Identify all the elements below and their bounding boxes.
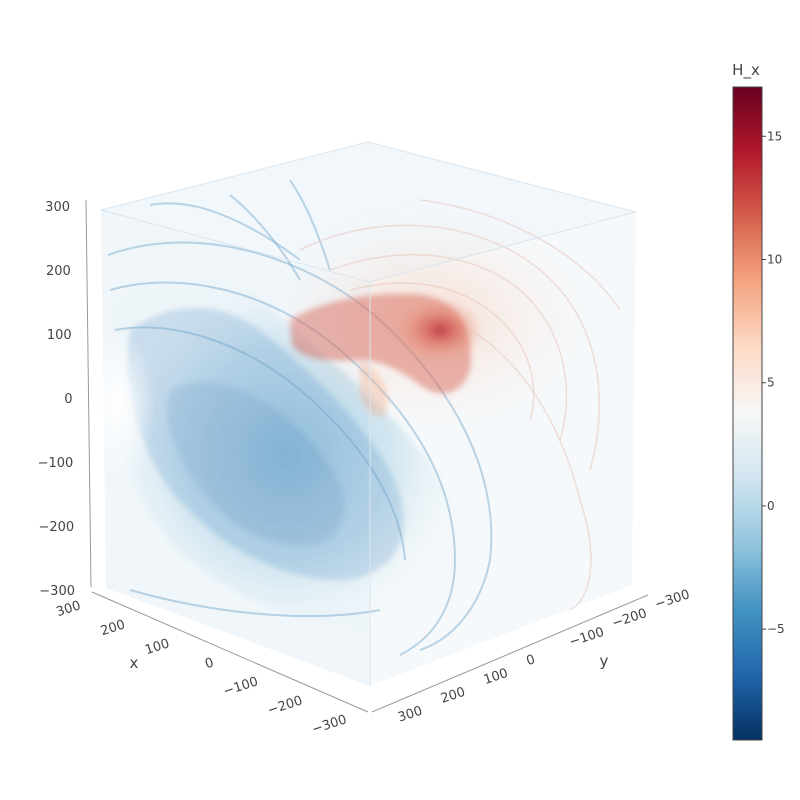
z-tick-label: 300 (45, 200, 70, 215)
colorbar-tick-label: −5 (767, 622, 785, 636)
z-tick-label: 100 (47, 328, 72, 343)
y-tick-label: −100 (567, 625, 606, 650)
cube-edges (100, 141, 637, 686)
colorbar-tick-label: 15 (767, 129, 782, 143)
y-tick-label: 200 (439, 685, 467, 707)
negative-lobe (110, 275, 463, 632)
x-tick-label: 100 (143, 636, 171, 658)
x-tick-label: 0 (203, 655, 216, 672)
z-tick-label: −200 (38, 520, 74, 535)
x-axis-line (91, 591, 369, 713)
y-tick-label: 300 (396, 704, 424, 726)
y-tick-label: 100 (482, 666, 510, 688)
x-tick-label: 200 (99, 617, 127, 639)
positive-lobe (270, 210, 590, 430)
z-tick-label: 200 (46, 264, 71, 279)
y-tick-label: −300 (653, 587, 692, 612)
z-tick-label: 0 (64, 392, 72, 407)
y-tick-label: 0 (525, 652, 538, 669)
z-tick-label: −300 (39, 584, 75, 599)
z-axis-line (85, 199, 92, 588)
x-axis-title: x (130, 654, 139, 672)
white-region (80, 330, 156, 480)
x-tick-label: −100 (222, 674, 261, 699)
colorbar-tick-label: 10 (767, 252, 782, 266)
x-tick-label: 300 (55, 598, 83, 620)
colorbar-ticks: −5 0 5 10 15 (762, 129, 785, 636)
y-axis-line (371, 594, 649, 713)
z-tick-label: −100 (38, 456, 74, 471)
axis-lines (85, 199, 649, 713)
x-tick-label: −300 (310, 712, 349, 737)
volume-rendering (80, 179, 621, 656)
colorbar-title: H_x (732, 61, 760, 80)
y-tick-label: −200 (610, 606, 649, 631)
colorbar: H_x −5 0 5 10 15 (732, 61, 785, 741)
x-tick-label: −200 (266, 693, 305, 718)
colorbar-bar (732, 86, 763, 741)
colorbar-tick-label: 0 (767, 499, 775, 513)
z-axis-ticks: 300 200 100 0 −100 −200 −300 (38, 200, 75, 599)
y-axis-title: y (600, 652, 609, 670)
colorbar-tick-label: 5 (767, 376, 775, 390)
x-axis-ticks: 300 200 100 0 −100−200−300 (55, 598, 349, 737)
